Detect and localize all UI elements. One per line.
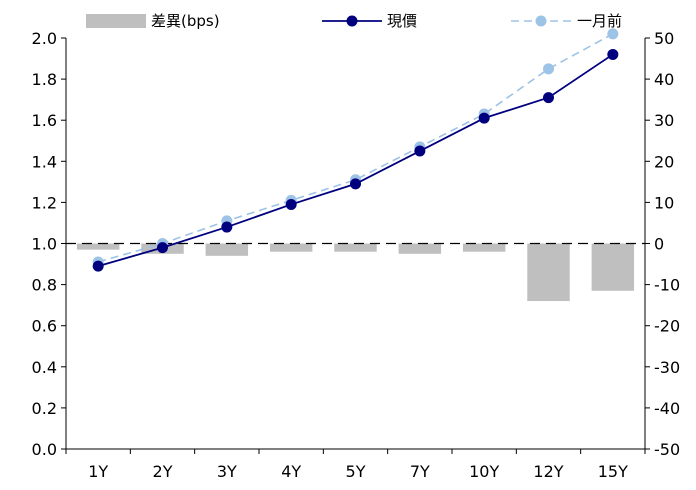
bar bbox=[527, 243, 570, 302]
right-tick-label: -30 bbox=[654, 358, 680, 377]
left-tick-label: 1.8 bbox=[32, 70, 57, 89]
right-tick-label: -50 bbox=[654, 440, 680, 459]
left-tick-label: 0.2 bbox=[32, 399, 57, 418]
x-tick-label: 7Y bbox=[410, 462, 430, 481]
right-tick-label: -40 bbox=[654, 399, 680, 418]
x-tick-label: 4Y bbox=[281, 462, 301, 481]
left-tick-label: 0.0 bbox=[32, 440, 57, 459]
legend-bar-swatch bbox=[86, 14, 146, 28]
bar bbox=[205, 243, 249, 256]
line-series bbox=[92, 28, 619, 272]
right-tick-label: 30 bbox=[654, 111, 674, 130]
line-point bbox=[414, 145, 426, 157]
line-point bbox=[221, 221, 233, 233]
x-tick-label: 3Y bbox=[217, 462, 237, 481]
legend-marker bbox=[346, 15, 358, 27]
line-point bbox=[92, 260, 104, 272]
left-tick-label: 0.8 bbox=[32, 276, 57, 295]
x-tick-label: 12Y bbox=[533, 462, 563, 481]
left-tick-label: 1.4 bbox=[32, 152, 57, 171]
left-tick-label: 1.6 bbox=[32, 111, 57, 130]
left-tick-label: 2.0 bbox=[32, 29, 57, 48]
legend: 差異(bps) 現價 一月前 bbox=[86, 12, 622, 30]
one-month-ago-line bbox=[97, 33, 614, 263]
left-axis: 0.0 0.2 0.4 0.6 0.8 1.0 1.2 1.4 1.6 1.8 2.0 bbox=[32, 29, 67, 459]
bar bbox=[398, 243, 442, 254]
x-tick-label: 5Y bbox=[346, 462, 366, 481]
bar bbox=[269, 243, 313, 252]
x-tick-label: 1Y bbox=[88, 462, 108, 481]
left-tick-label: 0.4 bbox=[32, 358, 57, 377]
bar bbox=[76, 243, 120, 250]
line-point bbox=[157, 242, 168, 254]
bar bbox=[334, 243, 377, 252]
right-tick-label: -10 bbox=[654, 276, 680, 295]
line-point bbox=[543, 92, 554, 104]
right-tick-label: 20 bbox=[654, 152, 674, 171]
legend-label: 一月前 bbox=[577, 12, 622, 30]
right-tick-label: 50 bbox=[654, 29, 674, 48]
right-tick-label: 10 bbox=[654, 193, 674, 212]
line-point bbox=[607, 28, 619, 40]
left-tick-label: 1.2 bbox=[32, 193, 57, 212]
legend-label: 差異(bps) bbox=[151, 12, 220, 30]
x-axis: 1Y 2Y 3Y 4Y 5Y 7Y 10Y 12Y 15Y bbox=[65, 448, 646, 481]
x-tick-label: 15Y bbox=[598, 462, 628, 481]
legend-label: 現價 bbox=[387, 12, 417, 30]
line-point bbox=[350, 178, 361, 190]
x-tick-label: 2Y bbox=[153, 462, 173, 481]
line-point bbox=[285, 198, 297, 210]
right-tick-label: -20 bbox=[654, 317, 680, 336]
right-tick-label: 40 bbox=[654, 70, 674, 89]
legend-marker bbox=[535, 15, 547, 27]
bar-series bbox=[76, 243, 635, 302]
current-line bbox=[97, 53, 614, 267]
right-tick-label: 0 bbox=[654, 235, 664, 254]
bar bbox=[591, 243, 635, 291]
line-point bbox=[543, 63, 554, 75]
line-point bbox=[478, 112, 490, 124]
left-tick-label: 1.0 bbox=[32, 235, 57, 254]
right-axis: -50 -40 -30 -20 -10 0 10 20 30 40 50 bbox=[644, 29, 680, 459]
x-tick-label: 10Y bbox=[469, 462, 499, 481]
bar bbox=[462, 243, 506, 252]
left-tick-label: 0.6 bbox=[32, 317, 57, 336]
line-point bbox=[607, 48, 619, 60]
